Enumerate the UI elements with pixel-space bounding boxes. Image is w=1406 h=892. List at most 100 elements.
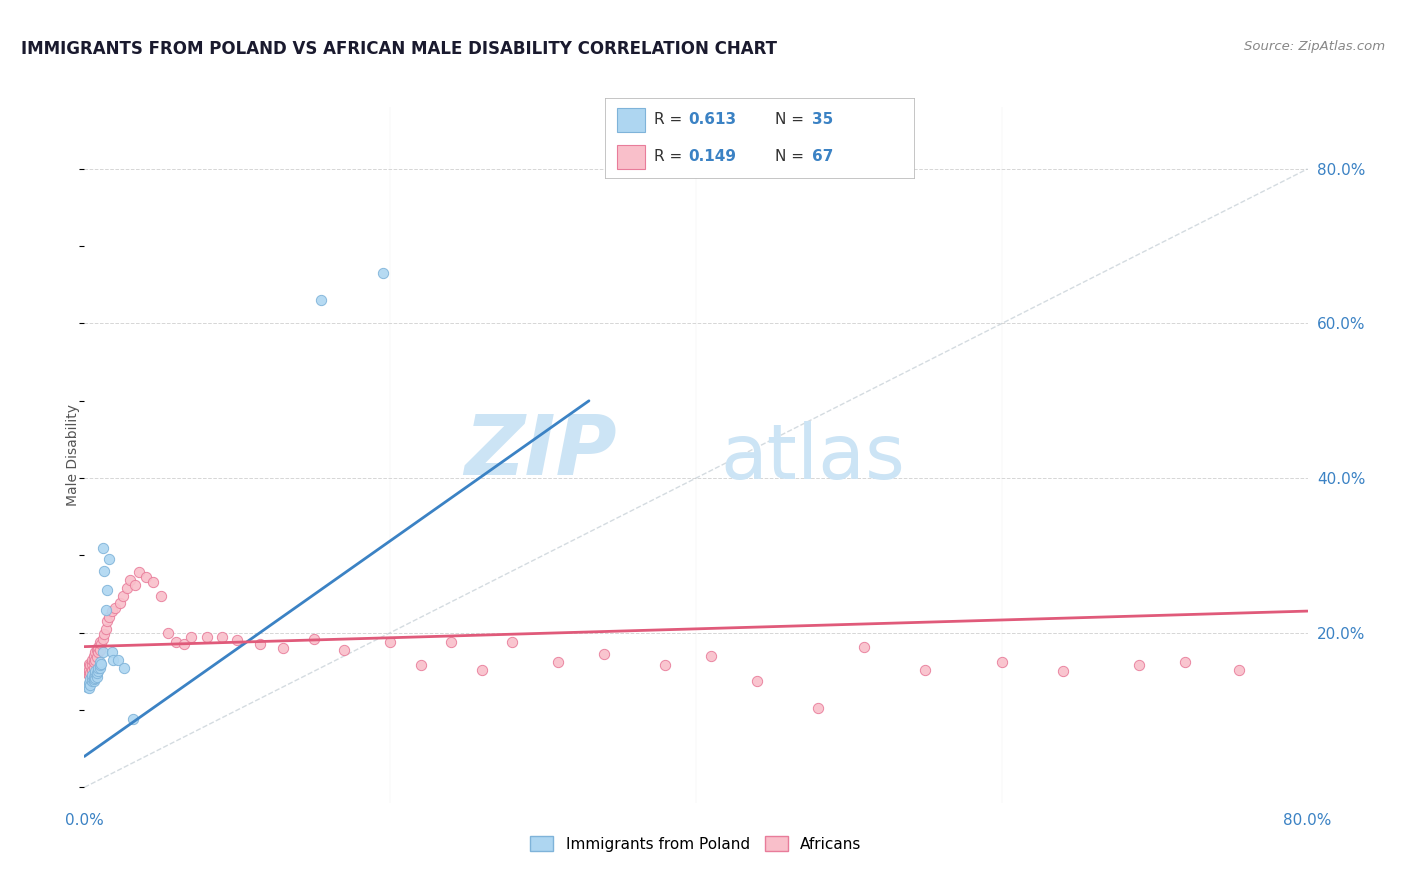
Point <box>97 552 120 566</box>
Point <box>76 665 98 680</box>
Point <box>86 670 108 684</box>
Point <box>77 668 100 682</box>
Point <box>94 622 117 636</box>
Point <box>89 658 111 673</box>
Text: N =: N = <box>775 112 808 128</box>
Point <box>807 701 830 715</box>
Point <box>91 632 114 646</box>
Point <box>128 566 150 580</box>
Text: R =: R = <box>654 149 688 164</box>
Point <box>226 633 249 648</box>
Point <box>1227 663 1250 677</box>
Point <box>1174 655 1197 669</box>
Text: N =: N = <box>775 149 808 164</box>
Point <box>333 642 356 657</box>
Point <box>80 663 103 677</box>
Text: ZIP: ZIP <box>464 411 616 492</box>
Point <box>80 671 103 685</box>
Point <box>195 630 218 644</box>
Text: 0.149: 0.149 <box>688 149 737 164</box>
Point <box>96 614 118 628</box>
Point <box>101 604 124 618</box>
Point <box>93 627 115 641</box>
Point <box>84 665 107 680</box>
Point <box>83 673 105 688</box>
Text: 35: 35 <box>811 112 834 128</box>
Point <box>271 641 294 656</box>
Point <box>77 657 100 671</box>
Point <box>409 658 432 673</box>
Text: R =: R = <box>654 112 688 128</box>
Point <box>471 663 494 677</box>
Point <box>87 660 110 674</box>
Point <box>97 610 120 624</box>
Point <box>103 653 125 667</box>
Point <box>77 676 100 690</box>
Point <box>86 665 108 680</box>
Bar <box>617 108 645 132</box>
Point <box>79 678 101 692</box>
Point <box>124 578 146 592</box>
Point <box>94 602 117 616</box>
Point <box>80 668 103 682</box>
Text: atlas: atlas <box>720 421 905 495</box>
Point <box>747 673 769 688</box>
Point <box>93 564 115 578</box>
Point <box>89 660 111 674</box>
Point <box>111 589 134 603</box>
Bar <box>617 145 645 169</box>
Point <box>80 657 103 671</box>
Text: Source: ZipAtlas.com: Source: ZipAtlas.com <box>1244 40 1385 54</box>
Point <box>90 637 112 651</box>
Point <box>311 293 333 308</box>
Point <box>86 650 108 665</box>
Point <box>84 665 107 679</box>
Point <box>80 653 103 667</box>
Point <box>249 637 271 651</box>
Point <box>84 653 107 667</box>
Point <box>83 648 105 663</box>
Point <box>89 655 111 669</box>
Point <box>87 665 110 679</box>
Point <box>83 655 105 669</box>
Y-axis label: Male Disability: Male Disability <box>66 404 80 506</box>
Point <box>135 570 157 584</box>
Point <box>157 625 180 640</box>
Point <box>120 573 142 587</box>
Point <box>76 660 98 674</box>
Point <box>700 648 723 663</box>
Text: 0.613: 0.613 <box>688 112 737 128</box>
Point <box>108 596 131 610</box>
Point <box>122 712 145 726</box>
Legend: Immigrants from Poland, Africans: Immigrants from Poland, Africans <box>524 830 868 858</box>
Point <box>180 630 202 644</box>
Point <box>90 657 112 671</box>
Text: 67: 67 <box>811 149 834 164</box>
Text: IMMIGRANTS FROM POLAND VS AFRICAN MALE DISABILITY CORRELATION CHART: IMMIGRANTS FROM POLAND VS AFRICAN MALE D… <box>21 40 778 58</box>
Point <box>112 660 135 674</box>
Point <box>79 658 101 673</box>
Point <box>107 653 129 667</box>
Point <box>502 635 524 649</box>
Point <box>84 645 107 659</box>
Point <box>1128 658 1150 673</box>
Point <box>211 630 233 644</box>
Point <box>79 672 101 686</box>
Point <box>104 601 127 615</box>
Point <box>101 645 124 659</box>
Point <box>89 642 111 657</box>
Point <box>77 663 100 677</box>
Point <box>76 680 98 694</box>
Point <box>914 663 936 677</box>
Point <box>83 660 105 674</box>
Point <box>87 640 110 654</box>
Point <box>80 673 103 688</box>
Point <box>991 655 1014 669</box>
Point <box>91 645 114 659</box>
Point <box>86 642 108 657</box>
Point <box>853 640 876 654</box>
Point <box>96 583 118 598</box>
Point <box>84 671 107 685</box>
Point <box>83 670 105 684</box>
Point <box>142 575 165 590</box>
